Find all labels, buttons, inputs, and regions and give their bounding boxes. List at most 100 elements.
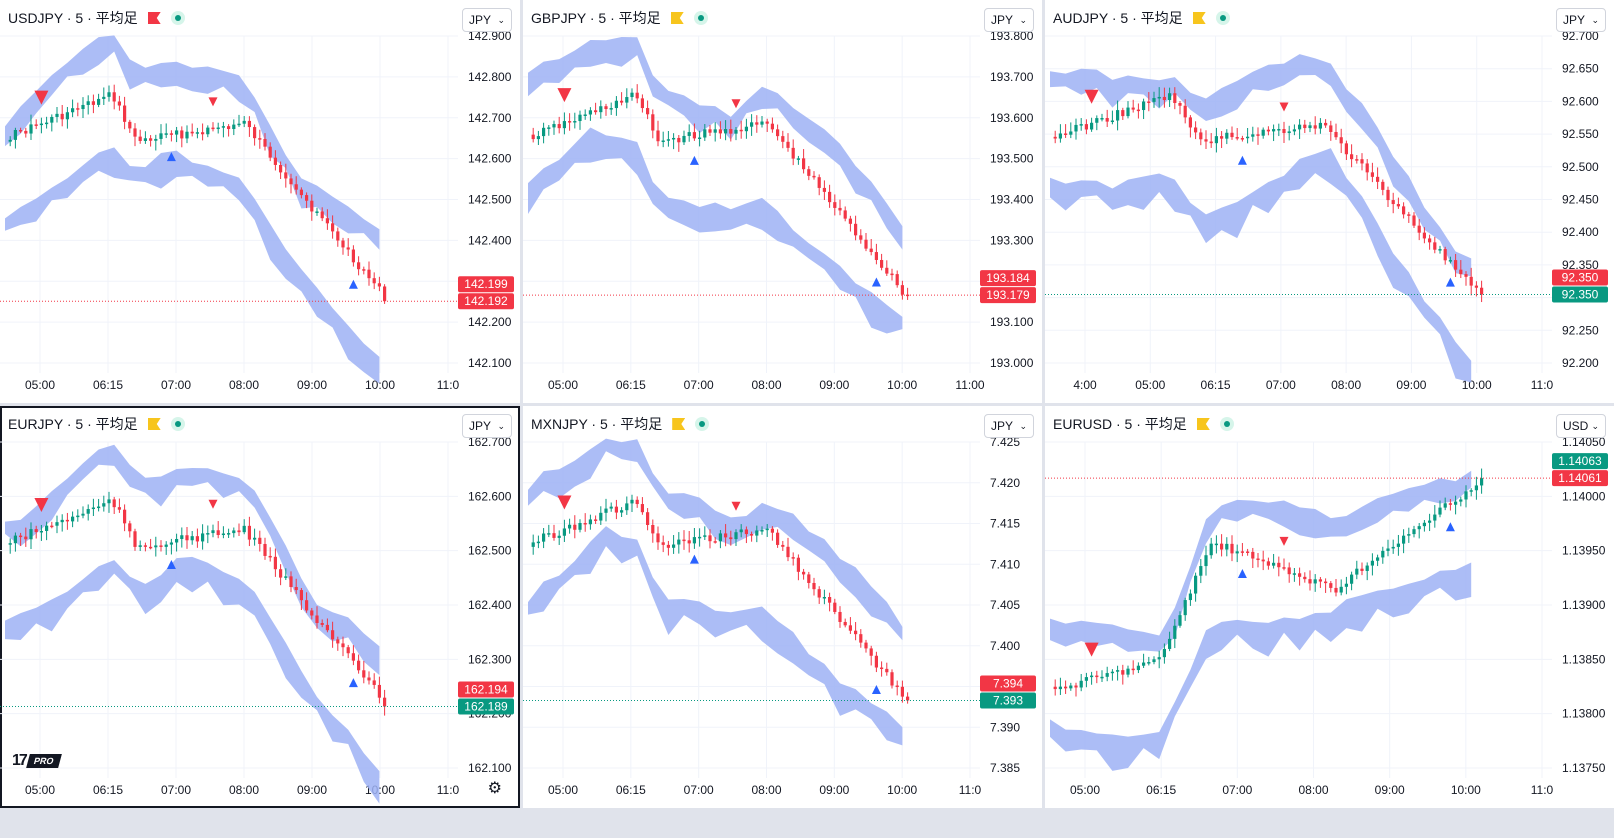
- candle-body: [320, 622, 324, 625]
- gear-icon[interactable]: ⚙: [487, 780, 502, 797]
- chart-canvas[interactable]: 7.4257.4207.4157.4107.4057.4007.3957.390…: [523, 406, 1042, 808]
- flag-icon[interactable]: [147, 12, 161, 24]
- candle-body: [143, 138, 147, 141]
- prev-price-badge: 193.179: [980, 287, 1036, 304]
- candle-body: [1448, 260, 1452, 262]
- symbol-title[interactable]: EURJPY · 5 · 平均足: [8, 416, 138, 432]
- currency-selector[interactable]: JPY ⌄: [984, 8, 1034, 32]
- candle-body: [55, 113, 59, 117]
- tradingview-logo[interactable]: 17 PRO: [12, 752, 62, 770]
- time-tick-label: 11:0: [1531, 783, 1554, 797]
- candle-body: [1261, 129, 1265, 136]
- price-tick-label: 193.400: [990, 193, 1034, 207]
- chart-canvas[interactable]: 162.700162.600162.500162.400162.300162.2…: [0, 406, 520, 808]
- candle-body: [583, 114, 587, 116]
- chart-pane-eurjpy[interactable]: 162.700162.600162.500162.400162.300162.2…: [0, 406, 520, 808]
- candle-body: [1053, 136, 1057, 139]
- candle-body: [848, 218, 852, 224]
- sell-signal-icon: [1084, 642, 1099, 657]
- chart-canvas[interactable]: 1.14050 1.14000 1.13950 1.13900 1.13850 1.138…: [1045, 406, 1614, 808]
- time-tick-label: 09:00: [819, 783, 849, 797]
- candle-body: [1303, 576, 1307, 580]
- flag-icon[interactable]: [147, 418, 161, 430]
- symbol-title[interactable]: USDJPY · 5 · 平均足: [8, 10, 138, 26]
- symbol-header[interactable]: MXNJPY · 5 · 平均足: [531, 414, 710, 434]
- candle-body: [843, 621, 847, 626]
- candle-body: [1344, 583, 1348, 587]
- chart-canvas[interactable]: 142.900 142.800 142.700 142.600 142.500 142.4…: [0, 0, 520, 403]
- time-tick-label: 09:00: [819, 378, 849, 392]
- svg-text:162.194: 162.194: [464, 683, 508, 697]
- candle-body: [1183, 105, 1187, 118]
- buy-signal-icon: [1445, 522, 1455, 532]
- candle-body: [604, 508, 608, 513]
- candle-body: [640, 504, 644, 513]
- candle-body: [1100, 118, 1104, 120]
- price-tick-label: 92.450: [1562, 193, 1599, 207]
- candle-body: [367, 677, 371, 681]
- price-tick-label: 142.900: [468, 29, 512, 43]
- candle-body: [1360, 568, 1364, 571]
- candle-body: [1365, 565, 1369, 571]
- symbol-header[interactable]: GBPJPY · 5 · 平均足: [531, 8, 708, 28]
- flag-icon[interactable]: [672, 418, 686, 430]
- candle-body: [703, 535, 707, 537]
- time-tick-label: 06:15: [616, 378, 646, 392]
- currency-selector[interactable]: USD ⌄: [1556, 414, 1606, 438]
- candle-body: [1324, 122, 1328, 126]
- price-tick-label: 7.390: [990, 720, 1020, 734]
- time-tick-label: 06:15: [1146, 783, 1176, 797]
- candle-body: [331, 630, 335, 640]
- symbol-header[interactable]: USDJPY · 5 · 平均足: [8, 8, 185, 28]
- candle-body: [1360, 159, 1364, 164]
- candle-body: [45, 122, 49, 125]
- chart-pane-mxnjpy[interactable]: 7.4257.4207.4157.4107.4057.4007.3957.390…: [523, 406, 1042, 808]
- chart-canvas[interactable]: 92.700 92.650 92.600 92.550 92.500 92.450 92.4…: [1045, 0, 1614, 403]
- candle-body: [1412, 529, 1416, 535]
- candle-body: [1209, 141, 1213, 144]
- candle-body: [1152, 659, 1156, 663]
- candle-body: [599, 512, 603, 521]
- candle-body: [734, 129, 738, 134]
- price-tick-label: 162.100: [468, 761, 512, 775]
- candle-body: [1240, 551, 1244, 553]
- candle-body: [609, 108, 613, 110]
- currency-selector[interactable]: JPY ⌄: [462, 414, 512, 438]
- buy-signal-icon: [166, 152, 176, 162]
- symbol-title[interactable]: EURUSD · 5 · 平均足: [1053, 416, 1187, 432]
- currency-selector[interactable]: JPY ⌄: [984, 414, 1034, 438]
- candle-body: [149, 546, 153, 549]
- candle-body: [305, 600, 309, 611]
- price-tick-label: 1.13900: [1562, 598, 1606, 612]
- candle-body: [864, 239, 868, 249]
- chart-pane-gbpjpy[interactable]: 193.800 193.700 193.600 193.500 193.400 193.3…: [523, 0, 1042, 403]
- candle-body: [180, 535, 184, 539]
- flag-icon[interactable]: [1196, 418, 1210, 430]
- chart-pane-eurusd[interactable]: 1.14050 1.14000 1.13950 1.13900 1.13850 1.138…: [1045, 406, 1614, 808]
- price-tick-label: 1.13850: [1562, 652, 1606, 666]
- market-open-status-icon: [1215, 11, 1230, 25]
- symbol-header[interactable]: EURUSD · 5 · 平均足: [1053, 414, 1234, 434]
- currency-selector[interactable]: JPY ⌄: [1556, 8, 1606, 32]
- flag-icon[interactable]: [1192, 12, 1206, 24]
- chart-pane-audjpy[interactable]: 92.700 92.650 92.600 92.550 92.500 92.450 92.4…: [1045, 0, 1614, 403]
- candle-body: [112, 92, 116, 102]
- symbol-title[interactable]: MXNJPY · 5 · 平均足: [531, 416, 663, 432]
- candle-body: [372, 680, 376, 685]
- candle-body: [703, 129, 707, 138]
- flag-icon[interactable]: [670, 12, 684, 24]
- candle-body: [1417, 225, 1421, 233]
- currency-selector[interactable]: JPY ⌄: [462, 8, 512, 32]
- symbol-title[interactable]: GBPJPY · 5 · 平均足: [531, 10, 661, 26]
- symbol-title[interactable]: AUDJPY · 5 · 平均足: [1053, 10, 1183, 26]
- candle-body: [1199, 132, 1203, 140]
- chart-canvas[interactable]: 193.800 193.700 193.600 193.500 193.400 193.3…: [523, 0, 1042, 403]
- candle-body: [195, 536, 199, 542]
- chart-pane-usdjpy[interactable]: 142.900 142.800 142.700 142.600 142.500 142.4…: [0, 0, 520, 403]
- symbol-header[interactable]: AUDJPY · 5 · 平均足: [1053, 8, 1230, 28]
- candle-body: [1339, 586, 1343, 593]
- price-tick-label: 142.400: [468, 233, 512, 247]
- candle-body: [1480, 478, 1484, 486]
- symbol-header[interactable]: EURJPY · 5 · 平均足: [8, 414, 185, 434]
- market-open-status-icon: [170, 417, 185, 431]
